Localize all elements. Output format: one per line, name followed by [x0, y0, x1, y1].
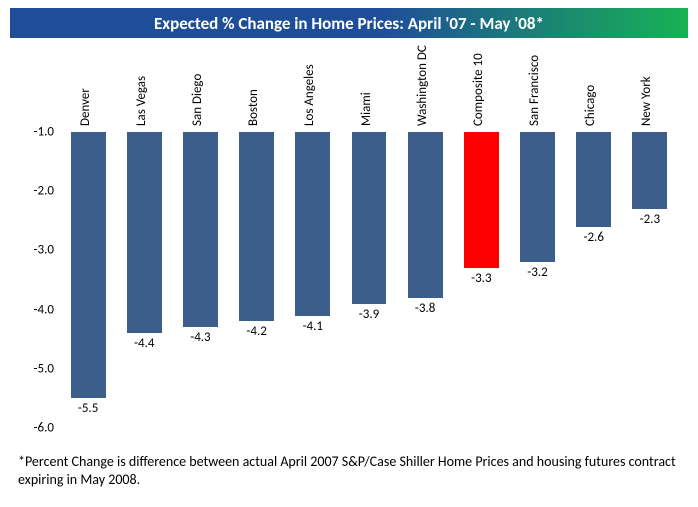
- category-label: Boston: [246, 89, 261, 126]
- bar-value-label: -4.1: [303, 316, 323, 334]
- category-label: Las Vegas: [134, 76, 149, 126]
- bar-value-label: -3.3: [471, 268, 491, 286]
- bar-value-label: -4.2: [246, 321, 266, 339]
- category-label: Los Angeles: [302, 64, 317, 126]
- bar: -4.3: [183, 132, 218, 327]
- bar: -3.9: [352, 132, 387, 304]
- category-label: Composite 10: [471, 53, 486, 126]
- y-axis-tick: -5.0: [10, 361, 60, 376]
- bar: -2.3: [632, 132, 667, 209]
- y-axis-tick: -1.0: [10, 125, 60, 140]
- bar-value-label: -3.9: [359, 304, 379, 322]
- bar-value-label: -3.8: [415, 298, 435, 316]
- category-label: San Francisco: [527, 55, 542, 126]
- chart-title: Expected % Change in Home Prices: April …: [154, 13, 544, 34]
- bar-value-label: -3.2: [527, 262, 547, 280]
- category-label: Miami: [359, 92, 374, 126]
- bar: -3.2: [520, 132, 555, 262]
- bar: -2.6: [576, 132, 611, 227]
- category-label: Chicago: [583, 85, 598, 126]
- y-axis-tick: -3.0: [10, 243, 60, 258]
- chart-footnote: *Percent Change is difference between ac…: [18, 453, 680, 489]
- y-axis-tick: -6.0: [10, 421, 60, 436]
- category-label: Washington DC: [415, 45, 430, 126]
- bar: -4.4: [127, 132, 162, 333]
- chart-container: Expected % Change in Home Prices: April …: [0, 0, 698, 507]
- bar-value-label: -4.3: [190, 327, 210, 345]
- y-axis-tick: -4.0: [10, 302, 60, 317]
- y-axis-tick: -2.0: [10, 184, 60, 199]
- bar: -3.8: [408, 132, 443, 298]
- chart-title-bar: Expected % Change in Home Prices: April …: [10, 8, 688, 38]
- bar-value-label: -2.3: [640, 209, 660, 227]
- plot-area: -1.0-2.0-3.0-4.0-5.0-6.0-5.5Denver-4.4La…: [60, 132, 678, 428]
- bar-value-label: -2.6: [583, 227, 603, 245]
- bar-value-label: -5.5: [78, 398, 98, 416]
- bar: -4.2: [239, 132, 274, 321]
- category-label: New York: [639, 76, 654, 126]
- category-label: Denver: [78, 88, 93, 126]
- bar: -5.5: [71, 132, 106, 398]
- category-label: San Diego: [190, 74, 205, 126]
- bar-value-label: -4.4: [134, 333, 154, 351]
- bar: -3.3: [464, 132, 499, 268]
- bar: -4.1: [295, 132, 330, 316]
